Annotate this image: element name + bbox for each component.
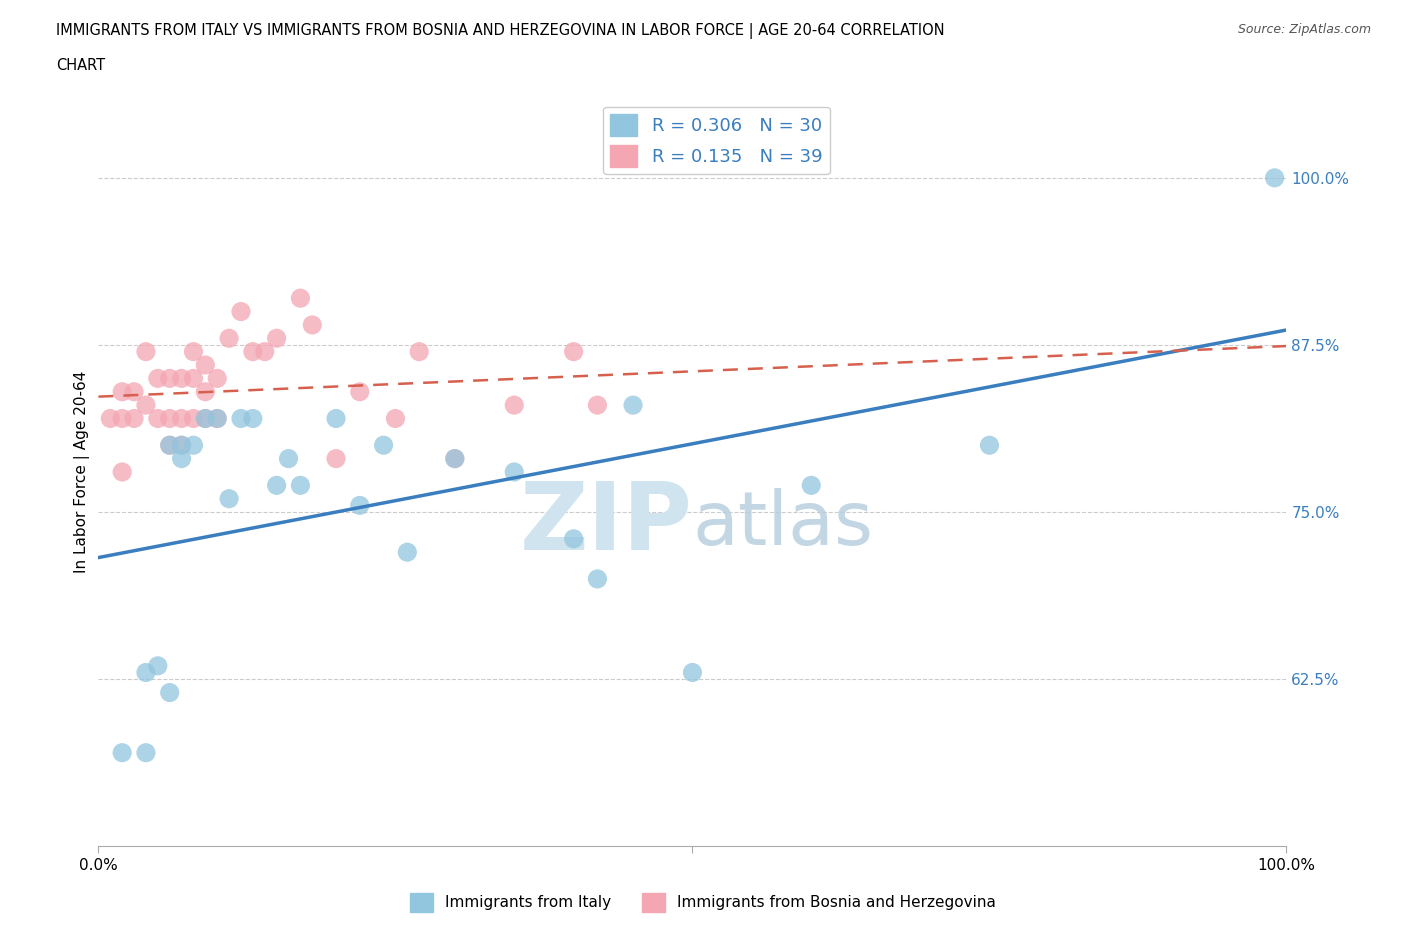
Point <box>562 531 585 546</box>
Point <box>1264 170 1286 185</box>
Point <box>586 398 609 413</box>
Point <box>135 344 157 359</box>
Point <box>229 304 252 319</box>
Point <box>408 344 430 359</box>
Point <box>170 371 193 386</box>
Point <box>111 745 134 760</box>
Point <box>290 478 312 493</box>
Point <box>183 438 205 453</box>
Point <box>444 451 467 466</box>
Point <box>98 411 121 426</box>
Point <box>290 291 312 306</box>
Point <box>682 665 704 680</box>
Point <box>444 451 467 466</box>
Point <box>586 572 609 587</box>
Point <box>111 384 134 399</box>
Point <box>229 411 252 426</box>
Point <box>207 371 229 386</box>
Text: Source: ZipAtlas.com: Source: ZipAtlas.com <box>1237 23 1371 36</box>
Point <box>159 411 181 426</box>
Point <box>396 545 419 560</box>
Point <box>122 411 145 426</box>
Point <box>135 745 157 760</box>
Point <box>349 498 371 512</box>
Point <box>159 685 181 700</box>
Legend: R = 0.306   N = 30, R = 0.135   N = 39: R = 0.306 N = 30, R = 0.135 N = 39 <box>603 107 830 174</box>
Point <box>266 478 288 493</box>
Point <box>207 411 229 426</box>
Point <box>183 344 205 359</box>
Point <box>146 658 169 673</box>
Point <box>266 331 288 346</box>
Point <box>146 411 169 426</box>
Point <box>194 357 217 372</box>
Point <box>194 411 217 426</box>
Point <box>170 411 193 426</box>
Point <box>183 371 205 386</box>
Legend: Immigrants from Italy, Immigrants from Bosnia and Herzegovina: Immigrants from Italy, Immigrants from B… <box>404 887 1002 918</box>
Point <box>159 438 181 453</box>
Point <box>159 371 181 386</box>
Point <box>111 465 134 480</box>
Point <box>194 411 217 426</box>
Point <box>301 317 323 332</box>
Point <box>170 438 193 453</box>
Point <box>349 384 371 399</box>
Point <box>194 384 217 399</box>
Point <box>503 398 526 413</box>
Point <box>242 411 264 426</box>
Point <box>183 411 205 426</box>
Point <box>207 411 229 426</box>
Y-axis label: In Labor Force | Age 20-64: In Labor Force | Age 20-64 <box>75 371 90 573</box>
Point <box>135 665 157 680</box>
Point <box>122 384 145 399</box>
Text: ZIP: ZIP <box>520 478 693 570</box>
Point <box>218 491 240 506</box>
Point <box>562 344 585 359</box>
Text: CHART: CHART <box>56 58 105 73</box>
Point <box>170 438 193 453</box>
Point <box>111 411 134 426</box>
Point <box>325 411 347 426</box>
Point <box>159 438 181 453</box>
Point <box>384 411 406 426</box>
Point <box>146 371 169 386</box>
Point <box>170 451 193 466</box>
Point <box>373 438 395 453</box>
Text: atlas: atlas <box>693 488 873 561</box>
Point <box>800 478 823 493</box>
Text: IMMIGRANTS FROM ITALY VS IMMIGRANTS FROM BOSNIA AND HERZEGOVINA IN LABOR FORCE |: IMMIGRANTS FROM ITALY VS IMMIGRANTS FROM… <box>56 23 945 39</box>
Point <box>242 344 264 359</box>
Point <box>325 451 347 466</box>
Point <box>218 331 240 346</box>
Point <box>621 398 644 413</box>
Point <box>979 438 1001 453</box>
Point <box>135 398 157 413</box>
Point <box>277 451 299 466</box>
Point <box>503 465 526 480</box>
Point <box>253 344 276 359</box>
